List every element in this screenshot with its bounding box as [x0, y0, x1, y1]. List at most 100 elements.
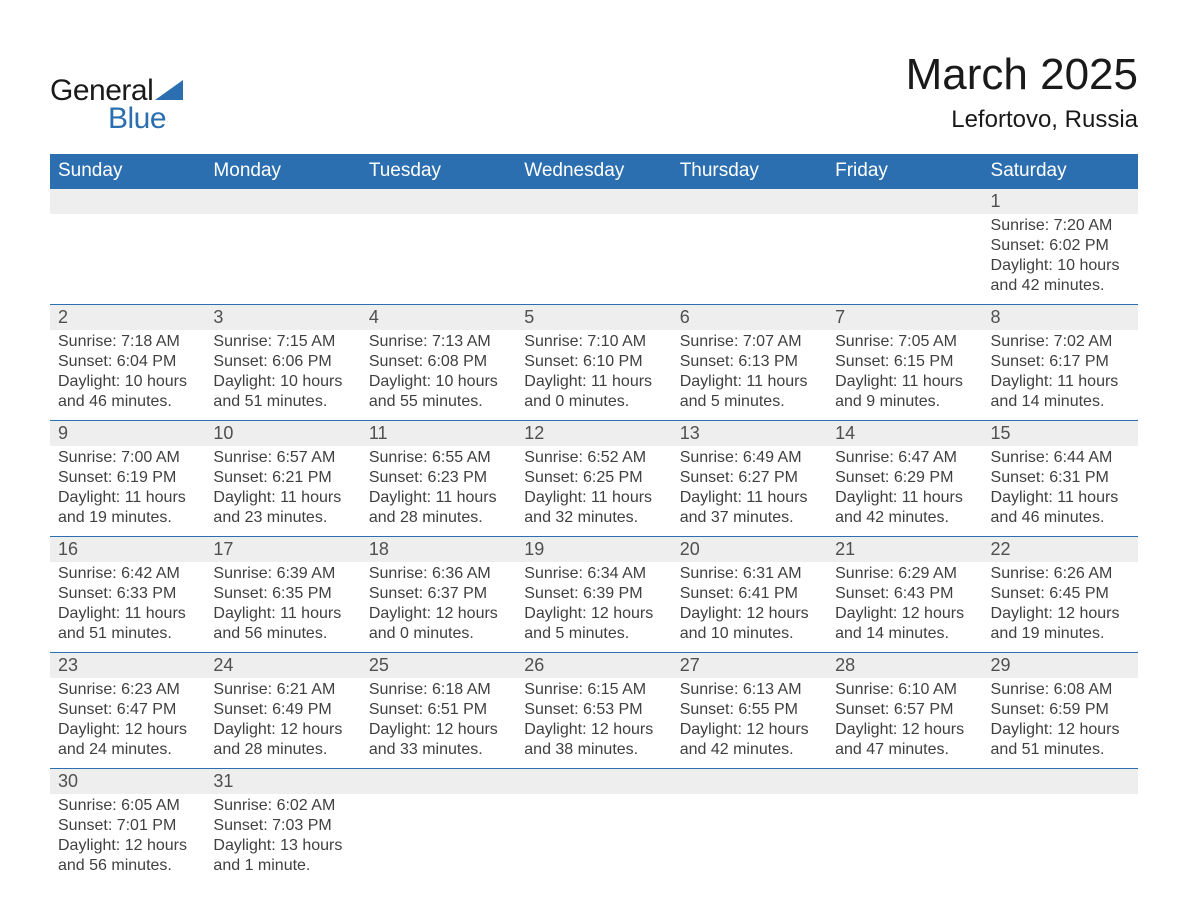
day-cell-data	[983, 794, 1138, 884]
sunrise-label: Sunrise: 7:00 AM	[58, 448, 197, 468]
day-cell-number: 14	[827, 421, 982, 447]
weekday-header: Friday	[827, 154, 982, 189]
day-cell-number: 6	[672, 305, 827, 331]
day-number: 27	[672, 653, 827, 678]
day-cell-number: 25	[361, 653, 516, 679]
daylight1-label: Daylight: 12 hours	[58, 720, 197, 740]
sunset-label: Sunset: 6:08 PM	[369, 352, 508, 372]
sunrise-label: Sunrise: 7:02 AM	[991, 332, 1130, 352]
month-title: March 2025	[906, 50, 1138, 100]
day-cell-number: 10	[205, 421, 360, 447]
day-cell-data: Sunrise: 6:21 AMSunset: 6:49 PMDaylight:…	[205, 678, 360, 769]
daylight1-label: Daylight: 11 hours	[991, 372, 1130, 392]
daylight2-label: and 55 minutes.	[369, 392, 508, 412]
sunset-label: Sunset: 6:39 PM	[524, 584, 663, 604]
day-cell-data: Sunrise: 6:42 AMSunset: 6:33 PMDaylight:…	[50, 562, 205, 653]
sunrise-label: Sunrise: 7:05 AM	[835, 332, 974, 352]
data-row: Sunrise: 6:42 AMSunset: 6:33 PMDaylight:…	[50, 562, 1138, 653]
day-cell-number: 2	[50, 305, 205, 331]
day-number: 30	[50, 769, 205, 794]
daylight2-label: and 56 minutes.	[58, 856, 197, 876]
daylight1-label: Daylight: 12 hours	[58, 836, 197, 856]
daylight1-label: Daylight: 11 hours	[213, 488, 352, 508]
weekday-header: Thursday	[672, 154, 827, 189]
daylight2-label: and 10 minutes.	[680, 624, 819, 644]
daylight1-label: Daylight: 12 hours	[524, 604, 663, 624]
data-row: Sunrise: 7:18 AMSunset: 6:04 PMDaylight:…	[50, 330, 1138, 421]
brand-text-2: Blue	[108, 102, 166, 136]
title-block: March 2025 Lefortovo, Russia	[906, 50, 1138, 134]
day-cell-data: Sunrise: 6:49 AMSunset: 6:27 PMDaylight:…	[672, 446, 827, 537]
day-number: 10	[205, 421, 360, 446]
daylight1-label: Daylight: 10 hours	[58, 372, 197, 392]
daynum-row: 2345678	[50, 305, 1138, 331]
day-cell-data: Sunrise: 7:10 AMSunset: 6:10 PMDaylight:…	[516, 330, 671, 421]
daylight1-label: Daylight: 12 hours	[369, 720, 508, 740]
daylight1-label: Daylight: 11 hours	[524, 372, 663, 392]
sunset-label: Sunset: 6:41 PM	[680, 584, 819, 604]
day-cell-data: Sunrise: 6:34 AMSunset: 6:39 PMDaylight:…	[516, 562, 671, 653]
sunrise-label: Sunrise: 6:13 AM	[680, 680, 819, 700]
daylight2-label: and 19 minutes.	[991, 624, 1130, 644]
day-cell-number	[516, 189, 671, 215]
daylight2-label: and 28 minutes.	[213, 740, 352, 760]
daynum-row: 3031	[50, 769, 1138, 795]
daylight1-label: Daylight: 11 hours	[835, 372, 974, 392]
daylight1-label: Daylight: 12 hours	[991, 720, 1130, 740]
weekday-header: Monday	[205, 154, 360, 189]
daylight2-label: and 46 minutes.	[991, 508, 1130, 528]
daylight2-label: and 32 minutes.	[524, 508, 663, 528]
daylight1-label: Daylight: 13 hours	[213, 836, 352, 856]
day-cell-data	[361, 794, 516, 884]
day-number: 3	[205, 305, 360, 330]
day-cell-data: Sunrise: 6:39 AMSunset: 6:35 PMDaylight:…	[205, 562, 360, 653]
day-cell-data: Sunrise: 6:52 AMSunset: 6:25 PMDaylight:…	[516, 446, 671, 537]
day-cell-number: 30	[50, 769, 205, 795]
sunrise-label: Sunrise: 7:13 AM	[369, 332, 508, 352]
day-cell-number: 1	[983, 189, 1138, 215]
daylight2-label: and 5 minutes.	[680, 392, 819, 412]
sunrise-label: Sunrise: 6:44 AM	[991, 448, 1130, 468]
sunrise-label: Sunrise: 7:18 AM	[58, 332, 197, 352]
day-cell-data: Sunrise: 6:18 AMSunset: 6:51 PMDaylight:…	[361, 678, 516, 769]
day-number: 14	[827, 421, 982, 446]
day-number: 25	[361, 653, 516, 678]
daylight2-label: and 37 minutes.	[680, 508, 819, 528]
sunrise-label: Sunrise: 6:23 AM	[58, 680, 197, 700]
day-cell-data	[672, 214, 827, 305]
sunset-label: Sunset: 6:23 PM	[369, 468, 508, 488]
day-number: 19	[516, 537, 671, 562]
sunset-label: Sunset: 6:02 PM	[991, 236, 1130, 256]
sunset-label: Sunset: 6:04 PM	[58, 352, 197, 372]
day-number: 29	[983, 653, 1138, 678]
day-cell-number: 24	[205, 653, 360, 679]
day-cell-data: Sunrise: 6:31 AMSunset: 6:41 PMDaylight:…	[672, 562, 827, 653]
daylight2-label: and 51 minutes.	[213, 392, 352, 412]
sunset-label: Sunset: 6:35 PM	[213, 584, 352, 604]
day-cell-number: 28	[827, 653, 982, 679]
sunset-label: Sunset: 6:47 PM	[58, 700, 197, 720]
day-number: 26	[516, 653, 671, 678]
sunset-label: Sunset: 6:57 PM	[835, 700, 974, 720]
daynum-row: 9101112131415	[50, 421, 1138, 447]
sunset-label: Sunset: 6:49 PM	[213, 700, 352, 720]
sunset-label: Sunset: 6:25 PM	[524, 468, 663, 488]
day-cell-data: Sunrise: 6:57 AMSunset: 6:21 PMDaylight:…	[205, 446, 360, 537]
day-cell-number	[516, 769, 671, 795]
day-cell-data: Sunrise: 6:29 AMSunset: 6:43 PMDaylight:…	[827, 562, 982, 653]
day-number: 13	[672, 421, 827, 446]
day-cell-data	[205, 214, 360, 305]
daylight1-label: Daylight: 12 hours	[369, 604, 508, 624]
daylight1-label: Daylight: 10 hours	[369, 372, 508, 392]
sunset-label: Sunset: 6:59 PM	[991, 700, 1130, 720]
day-number: 18	[361, 537, 516, 562]
daylight1-label: Daylight: 12 hours	[213, 720, 352, 740]
day-cell-data: Sunrise: 6:55 AMSunset: 6:23 PMDaylight:…	[361, 446, 516, 537]
daylight2-label: and 9 minutes.	[835, 392, 974, 412]
day-cell-number	[205, 189, 360, 215]
sunrise-label: Sunrise: 6:29 AM	[835, 564, 974, 584]
daylight1-label: Daylight: 10 hours	[213, 372, 352, 392]
sunrise-label: Sunrise: 6:15 AM	[524, 680, 663, 700]
daylight1-label: Daylight: 12 hours	[680, 604, 819, 624]
day-number: 5	[516, 305, 671, 330]
